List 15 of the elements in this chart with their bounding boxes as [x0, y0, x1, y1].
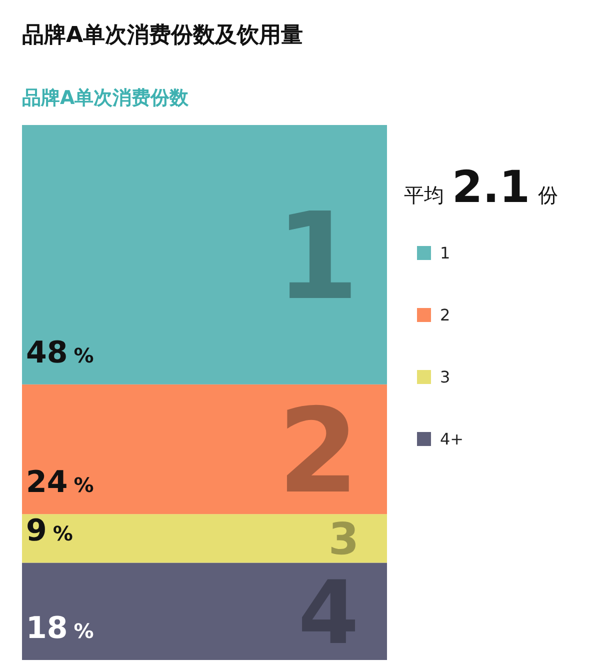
annotation: 1 [276, 188, 359, 327]
legend-label: 2 [440, 306, 450, 325]
legend-label: 4+ [440, 430, 464, 449]
data-label: 24 % [26, 465, 94, 500]
bar [22, 562, 387, 660]
chart-title: 品牌A单次消费份数及饮用量 [22, 23, 304, 48]
data-label: 48 % [26, 335, 94, 370]
chart-subtitle: 品牌A单次消费份数 [22, 87, 190, 109]
legend-label: 3 [440, 368, 450, 387]
bar [22, 384, 387, 514]
legend-label: 1 [440, 244, 450, 263]
data-label: 18 % [26, 611, 94, 646]
data-label: 9 % [26, 514, 73, 549]
bar [22, 514, 387, 563]
bar [22, 125, 387, 384]
